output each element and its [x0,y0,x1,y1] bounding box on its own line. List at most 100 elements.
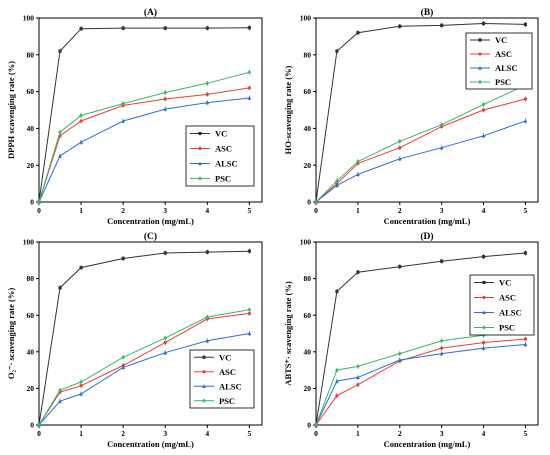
x-tick-label: 4 [205,206,209,215]
marker-vc-2 [79,27,83,31]
marker-psc-3 [397,139,402,144]
y-axis-title: DPPH scavenging rate (%) [6,61,16,159]
marker-asc-6 [523,97,528,101]
marker-alsc-5 [481,346,486,350]
series-line-asc [315,98,526,203]
marker-alsc-legend [202,384,206,388]
marker-psc-legend [198,176,202,181]
y-tick-label: 0 [307,198,311,207]
marker-psc-5 [205,81,210,86]
y-tick-label: 20 [304,384,312,393]
marker-alsc-1 [335,379,339,383]
marker-vc-1 [335,49,339,53]
y-tick-label: 60 [304,311,312,320]
series-psc [37,307,252,428]
marker-alsc-4 [163,107,168,111]
x-tick-label: 1 [79,206,83,215]
legend-label-alsc: ALSC [499,308,522,318]
legend-label-alsc: ALSC [219,381,242,391]
legend-label-vc: VC [215,129,227,139]
x-axis-title: Concentration (mg/mL) [384,216,471,226]
plot-frame [38,17,263,203]
series-asc [314,336,528,427]
marker-vc-legend [478,38,482,42]
x-tick-label: 1 [79,429,83,438]
marker-alsc-3 [121,365,126,369]
marker-psc-6 [247,307,252,312]
legend-label-vc: VC [495,35,507,45]
legend-label-psc: PSC [219,396,235,406]
marker-asc-legend [478,52,482,56]
y-tick-label: 20 [304,161,312,170]
marker-psc-0 [314,422,318,428]
marker-psc-1 [335,368,339,373]
marker-alsc-6 [247,331,252,336]
marker-vc-4 [163,26,167,30]
marker-psc-4 [163,90,168,95]
panel-title: (A) [144,7,157,18]
legend-label-asc: ASC [495,49,512,59]
marker-vc-legend [198,131,202,136]
legend-label-asc: ASC [215,144,232,154]
y-tick-label: 80 [304,50,312,59]
marker-vc-5 [205,250,209,254]
marker-vc-4 [440,23,444,27]
series-alsc [314,342,528,427]
x-tick-label: 4 [482,206,486,215]
marker-psc-2 [355,159,360,164]
marker-asc-6 [523,337,528,341]
marker-vc-4 [440,259,444,263]
legend-label-alsc: ALSC [495,63,518,73]
series-vc [314,250,528,427]
legend-label-psc: PSC [495,77,511,87]
marker-vc-5 [481,255,486,259]
series-psc [314,327,528,428]
marker-psc-0 [37,422,41,428]
marker-asc-6 [247,86,251,90]
legend-label-asc: ASC [499,293,516,303]
marker-alsc-6 [247,96,252,100]
marker-psc-legend [482,325,486,330]
y-tick-label: 40 [27,124,35,133]
y-axis-title: HO·scavenging rate (%) [283,65,293,154]
legend-box [465,32,533,90]
marker-psc-4 [439,338,444,343]
series-alsc [314,118,528,204]
legend: VC ASC ALSC PSC [465,32,533,90]
marker-asc-4 [163,97,167,101]
marker-asc-2 [79,119,83,123]
x-tick-label: 0 [37,206,41,215]
marker-alsc-4 [439,351,444,356]
marker-vc-legend [482,280,486,285]
legend-box [189,349,255,409]
x-tick-label: 5 [248,206,252,215]
legend-label-psc: PSC [499,323,515,333]
marker-asc-1 [335,394,339,398]
legend-box [185,125,255,187]
legend: VC ASC ALSC PSC [189,349,255,409]
x-tick-label: 0 [314,206,318,215]
marker-psc-0 [314,199,318,205]
legend: VC ASC ALSC PSC [185,125,255,187]
series-vc [37,248,251,427]
y-tick-label: 0 [307,421,311,430]
series-psc [37,69,252,205]
x-tick-label: 4 [482,429,486,438]
marker-alsc-3 [397,156,402,161]
marker-asc-legend [202,370,206,374]
marker-alsc-6 [523,342,528,347]
marker-vc-5 [205,26,209,30]
marker-psc-3 [397,351,402,356]
marker-psc-5 [481,102,486,107]
series-line-psc [315,329,526,426]
y-tick-label: 80 [27,50,35,59]
marker-alsc-2 [79,140,83,144]
marker-vc-2 [356,31,360,35]
x-tick-label: 3 [440,429,444,438]
x-axis-title: Concentration (mg/mL) [107,439,194,449]
series-line-alsc [315,344,526,426]
y-tick-label: 80 [304,274,312,283]
marker-asc-5 [481,108,486,112]
marker-psc-5 [205,314,210,320]
marker-asc-5 [481,341,486,345]
